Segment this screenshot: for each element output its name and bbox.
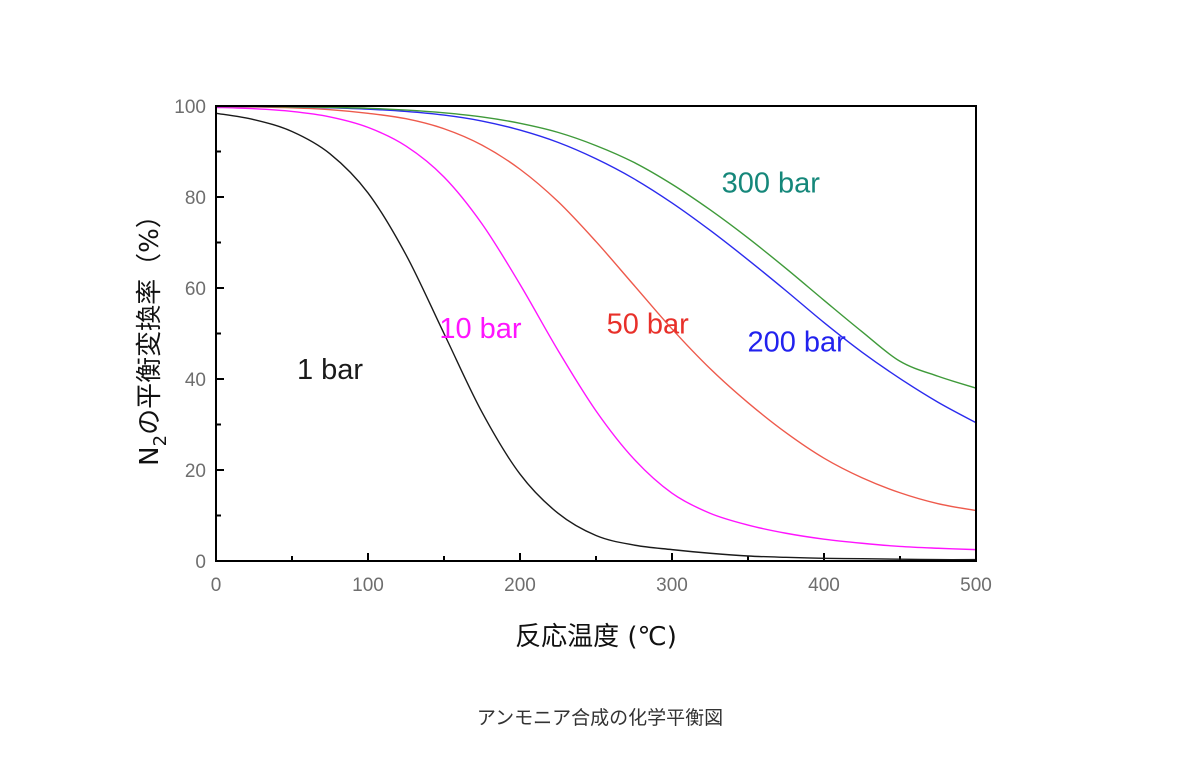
figure-caption: アンモニア合成の化学平衡図 [476,707,724,729]
x-tick-label: 100 [352,575,384,596]
plot-frame [215,105,977,562]
y-tick-label: 0 [195,552,206,573]
svg-text:N2の平衡変換率（%）: N2の平衡変換率（%） [135,202,171,466]
series-label-4: 300 bar [722,167,821,199]
x-axis-title: 反応温度 (℃) [515,622,677,652]
tick-labels: 0 100 200 300 400 500 0 20 40 60 80 100 [174,97,992,596]
series-label-0: 1 bar [297,354,363,386]
x-tick-label: 300 [656,575,688,596]
series-label-3: 200 bar [747,327,846,359]
y-axis-title-subscript: 2 [150,435,171,446]
y-axis-title-suffix: の平衡変換率（%） [135,202,165,435]
x-tick-label: 500 [960,575,992,596]
x-tick-label: 400 [808,575,840,596]
series-label-2: 50 bar [607,309,690,341]
series-line-4 [215,105,977,389]
series-lines [215,105,977,561]
axis-ticks [215,105,977,562]
series-label-1: 10 bar [439,313,522,345]
y-tick-label: 40 [185,370,206,391]
series-line-1 [215,106,977,551]
y-axis-title: N2の平衡変換率（%） [135,202,171,466]
y-tick-label: 60 [185,279,206,300]
x-tick-label: 0 [211,575,222,596]
series-labels: 1 bar 10 bar 50 bar 200 bar 300 bar [297,167,846,386]
x-tick-label: 200 [504,575,536,596]
series-line-0 [215,112,977,561]
series-line-2 [215,105,977,512]
y-tick-label: 100 [174,97,206,118]
y-tick-label: 80 [185,188,206,209]
y-tick-label: 20 [185,461,206,482]
y-axis-title-prefix: N [135,446,165,465]
